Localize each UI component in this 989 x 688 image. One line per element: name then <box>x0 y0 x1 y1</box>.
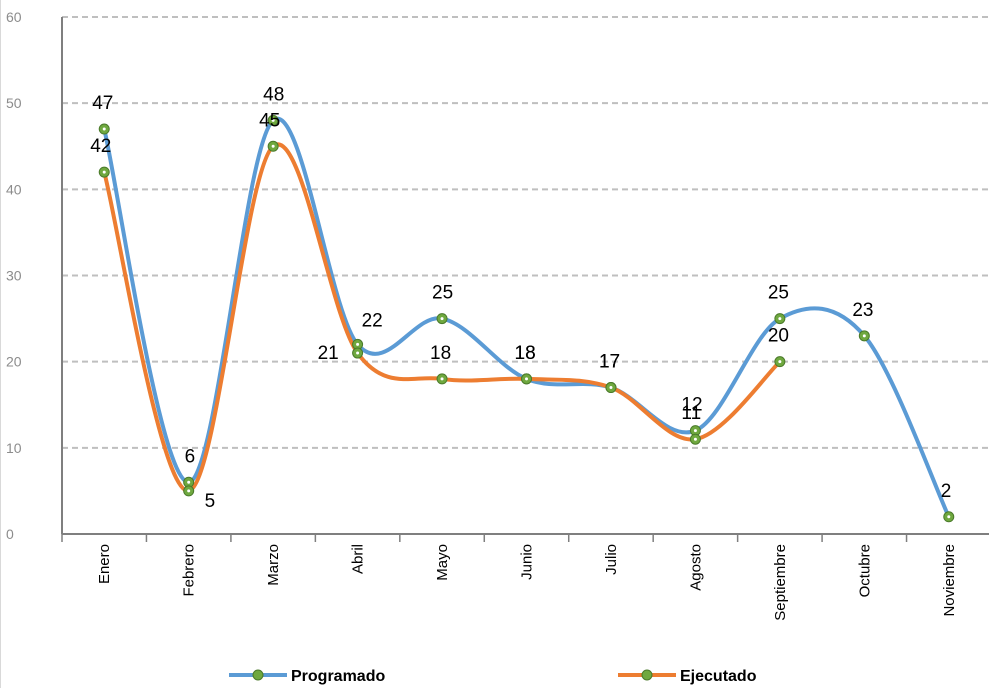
data-label: 2 <box>941 481 952 502</box>
data-label: 25 <box>768 283 789 304</box>
category-label: Mayo <box>434 544 451 581</box>
data-label: 17 <box>599 352 620 373</box>
data-label: 18 <box>515 343 536 364</box>
data-label: 22 <box>362 310 383 331</box>
legend-swatch-marker <box>252 669 264 681</box>
legend-label: Programado <box>291 668 385 685</box>
data-point-center <box>693 429 697 433</box>
category-label: Junio <box>519 544 536 580</box>
legend-label: Ejecutado <box>680 668 757 685</box>
data-point-center <box>271 144 275 148</box>
data-point-center <box>609 386 613 390</box>
y-tick-label: 30 <box>6 268 22 284</box>
data-label: 12 <box>681 395 702 416</box>
y-tick-label: 50 <box>6 95 22 111</box>
data-point-center <box>187 489 191 493</box>
series-line-programado <box>102 116 951 519</box>
data-label: 25 <box>432 283 453 304</box>
data-point-center <box>271 118 275 122</box>
data-label: 11 <box>681 403 701 424</box>
data-label: 23 <box>852 300 873 321</box>
data-label: 21 <box>318 343 339 364</box>
category-label: Enero <box>96 544 113 584</box>
category-label: Agosto <box>687 544 704 591</box>
category-label: Febrero <box>181 544 198 597</box>
data-label: 17 <box>599 352 620 373</box>
y-tick-label: 10 <box>6 440 22 456</box>
data-point-center <box>356 351 360 355</box>
legend-swatch-marker <box>641 669 653 681</box>
series-lines <box>102 116 951 519</box>
data-point-center <box>356 342 360 346</box>
data-point-center <box>525 377 528 381</box>
legend-item-programado: Programado <box>229 668 385 685</box>
y-tick-label: 60 <box>6 9 22 25</box>
legend: Programado Ejecutado <box>229 668 757 685</box>
data-label: 6 <box>185 446 196 467</box>
y-tick-label: 20 <box>6 354 22 370</box>
data-label: 47 <box>92 93 113 114</box>
data-point-center <box>862 334 866 338</box>
data-label: 48 <box>263 84 284 105</box>
data-point-center <box>947 515 951 519</box>
data-label: 18 <box>430 343 451 364</box>
data-point-center <box>778 317 782 321</box>
y-tick-label: 40 <box>6 181 22 197</box>
y-tick-label: 0 <box>6 526 14 542</box>
data-point-center <box>778 360 782 364</box>
category-label: Marzo <box>265 544 282 586</box>
axes: 0 10 20 30 40 50 60 Enero Febrero Marzo Abril Mayo J… <box>6 9 989 621</box>
category-label: Octubre <box>856 544 873 597</box>
data-label: 5 <box>205 491 216 512</box>
data-point-center <box>187 480 191 484</box>
grid-lines <box>62 16 989 449</box>
data-point-center <box>102 170 106 174</box>
legend-item-ejecutado: Ejecutado <box>618 668 757 685</box>
data-label: 42 <box>90 136 111 157</box>
data-point-center <box>440 317 444 321</box>
category-label: Julio <box>603 544 620 575</box>
data-point-center <box>102 127 106 131</box>
data-markers <box>98 114 955 523</box>
data-label: 45 <box>259 110 280 131</box>
data-point-center <box>440 377 444 381</box>
data-label: 18 <box>515 343 536 364</box>
category-label: Noviembre <box>941 544 958 617</box>
category-label: Abril <box>350 544 367 574</box>
data-point-center <box>693 437 697 441</box>
data-label: 20 <box>768 326 789 347</box>
category-label: Septiembre <box>772 544 789 621</box>
